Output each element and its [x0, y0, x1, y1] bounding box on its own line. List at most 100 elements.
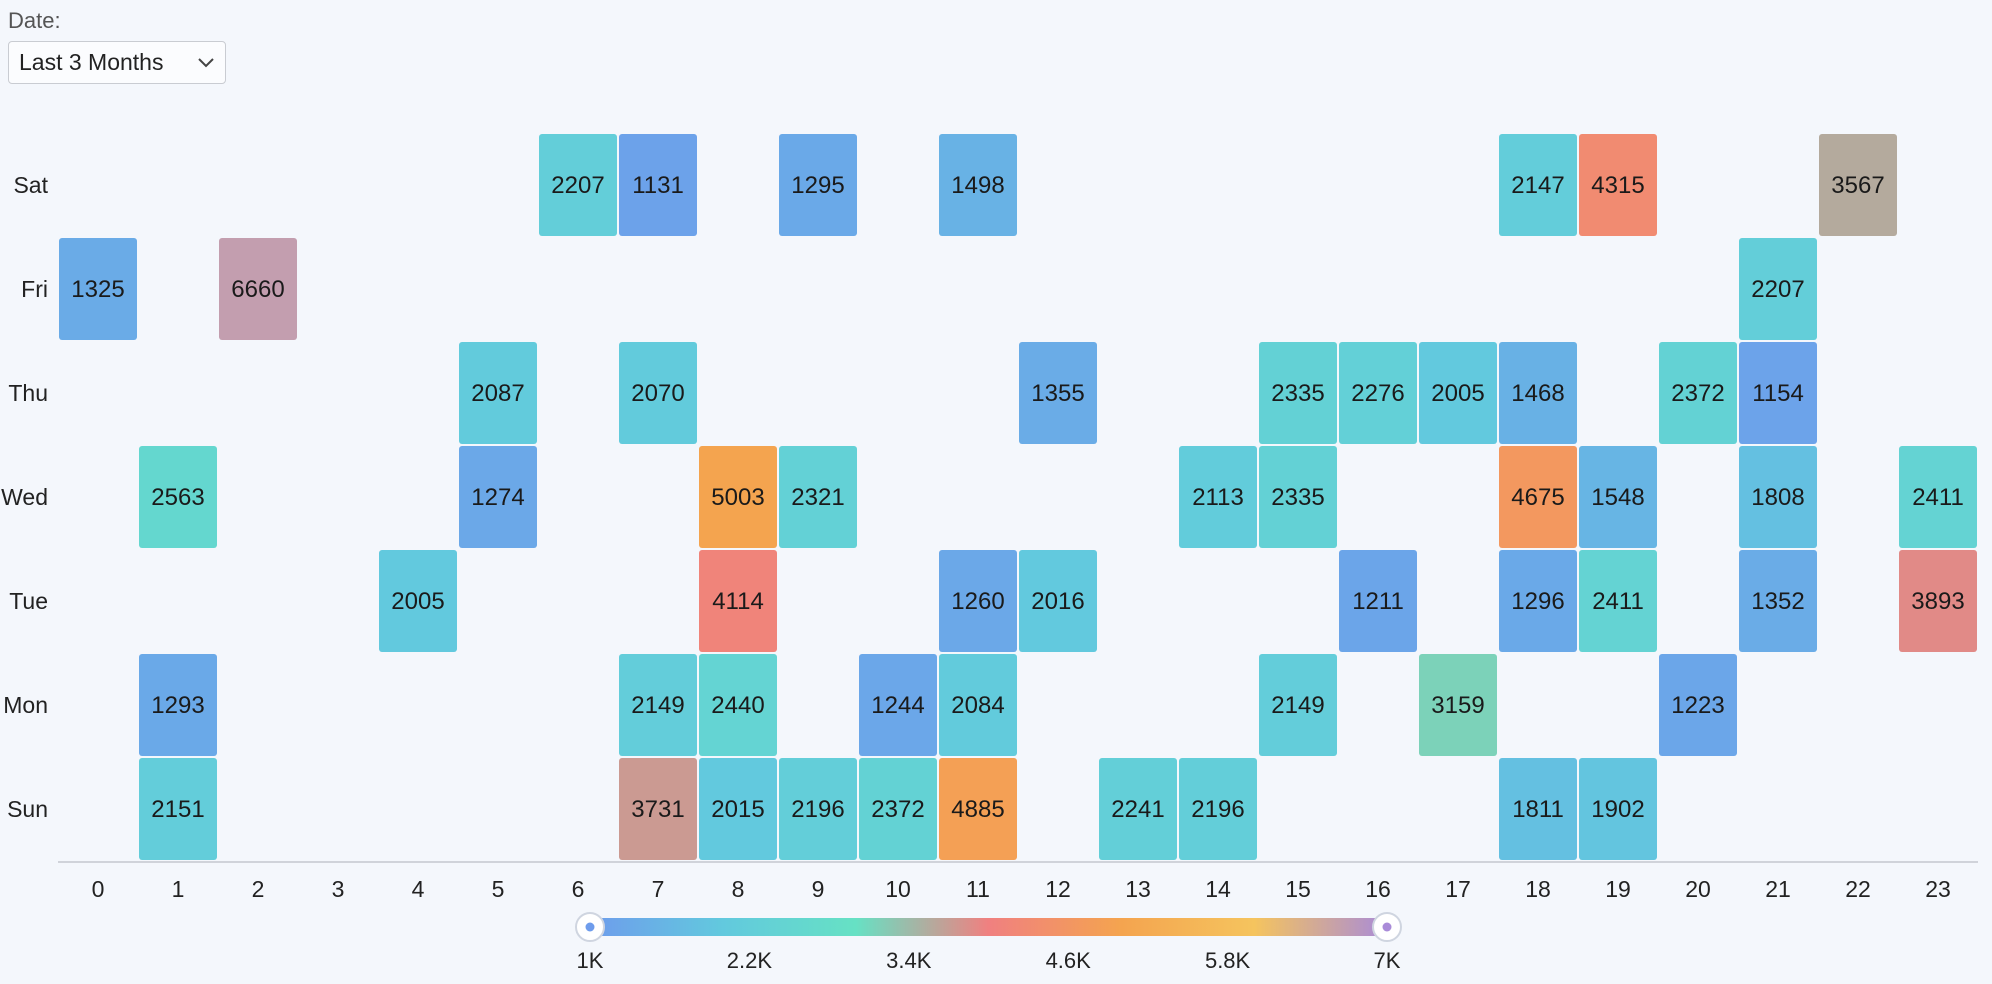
- heatmap-cell[interactable]: 1808: [1739, 446, 1817, 548]
- heatmap-cell[interactable]: 2147: [1499, 134, 1577, 236]
- heatmap-cell[interactable]: 2207: [539, 134, 617, 236]
- heatmap-cell-rect: [1739, 550, 1817, 652]
- heatmap-cell-label: 1352: [1751, 588, 1804, 615]
- heatmap-cell[interactable]: 4114: [699, 550, 777, 652]
- heatmap-cell[interactable]: 2563: [139, 446, 217, 548]
- heatmap-cell[interactable]: 2005: [379, 550, 457, 652]
- heatmap-cell[interactable]: 1223: [1659, 654, 1737, 756]
- heatmap-cell-label: 3731: [631, 796, 684, 823]
- heatmap-cell-label: 1244: [871, 692, 924, 719]
- heatmap-cell[interactable]: 2196: [1179, 758, 1257, 860]
- heatmap-cell[interactable]: 6660: [219, 238, 297, 340]
- heatmap-cell[interactable]: 2411: [1899, 446, 1977, 548]
- heatmap-cell[interactable]: 2015: [699, 758, 777, 860]
- heatmap-cell[interactable]: 3567: [1819, 134, 1897, 236]
- heatmap-cell-label: 1154: [1752, 380, 1804, 407]
- heatmap-cell-rect: [539, 134, 617, 236]
- heatmap-cell[interactable]: 2372: [859, 758, 937, 860]
- heatmap-cell[interactable]: 2207: [1739, 238, 1817, 340]
- heatmap-cell-label: 1260: [951, 588, 1004, 615]
- heatmap-cell-rect: [59, 238, 137, 340]
- x-tick-label: 2: [252, 876, 265, 902]
- heatmap-cell[interactable]: 4885: [939, 758, 1017, 860]
- heatmap-cell-rect: [1499, 134, 1577, 236]
- heatmap-cell[interactable]: 1296: [1499, 550, 1577, 652]
- heatmap-cell[interactable]: 2005: [1419, 342, 1497, 444]
- date-range-select[interactable]: Last 3 Months: [8, 41, 226, 84]
- heatmap-cell[interactable]: 2372: [1659, 342, 1737, 444]
- heatmap-cell[interactable]: 4675: [1499, 446, 1577, 548]
- x-tick-label: 7: [652, 876, 665, 902]
- heatmap-cell-rect: [619, 134, 697, 236]
- heatmap-cell[interactable]: 1295: [779, 134, 857, 236]
- heatmap-cell[interactable]: 1325: [59, 238, 137, 340]
- heatmap-cell[interactable]: 4315: [1579, 134, 1657, 236]
- heatmap-cell[interactable]: 2149: [619, 654, 697, 756]
- heatmap-cell[interactable]: 5003: [699, 446, 777, 548]
- heatmap-cell[interactable]: 2196: [779, 758, 857, 860]
- heatmap-cell[interactable]: 3159: [1419, 654, 1497, 756]
- heatmap-cell-label: 1325: [71, 276, 124, 303]
- heatmap-cell[interactable]: 2084: [939, 654, 1017, 756]
- heatmap-cell-label: 4675: [1511, 484, 1564, 511]
- heatmap-cell-rect: [1259, 654, 1337, 756]
- heatmap-cell[interactable]: 3731: [619, 758, 697, 860]
- heatmap-cell[interactable]: 1260: [939, 550, 1017, 652]
- heatmap-cells: 2207 1131 1295 1498 2147 4315 3567 1325 6660 2207…: [59, 134, 1977, 860]
- x-tick-label: 20: [1685, 876, 1711, 902]
- heatmap-cell-rect: [1499, 342, 1577, 444]
- x-tick-label: 11: [966, 876, 990, 902]
- heatmap-cell[interactable]: 2087: [459, 342, 537, 444]
- heatmap-cell-label: 2207: [1751, 276, 1804, 303]
- heatmap-cell[interactable]: 1548: [1579, 446, 1657, 548]
- heatmap-cell-rect: [1739, 446, 1817, 548]
- heatmap-cell[interactable]: 2335: [1259, 342, 1337, 444]
- heatmap-cell[interactable]: 3893: [1899, 550, 1977, 652]
- heatmap-cell[interactable]: 2321: [779, 446, 857, 548]
- range-handle-min[interactable]: [575, 912, 605, 942]
- heatmap-cell-label: 1355: [1031, 380, 1084, 407]
- heatmap-cell-label: 2335: [1271, 484, 1324, 511]
- legend-tick-label: 3.4K: [886, 948, 932, 973]
- heatmap-cell[interactable]: 1211: [1339, 550, 1417, 652]
- heatmap-cell-label: 2084: [951, 692, 1004, 719]
- heatmap-cell[interactable]: 2411: [1579, 550, 1657, 652]
- heatmap-cell-label: 3159: [1431, 692, 1484, 719]
- heatmap-cell[interactable]: 1131: [619, 134, 697, 236]
- heatmap-cell-label: 1548: [1591, 484, 1644, 511]
- heatmap-cell-label: 2440: [711, 692, 764, 719]
- heatmap-cell[interactable]: 1293: [139, 654, 217, 756]
- heatmap-cell-rect: [1179, 758, 1257, 860]
- range-handle-max[interactable]: [1372, 912, 1402, 942]
- x-tick-label: 18: [1525, 876, 1551, 902]
- heatmap-cell-rect: [1419, 342, 1497, 444]
- heatmap-cell-label: 2113: [1192, 484, 1244, 511]
- heatmap-cell[interactable]: 1274: [459, 446, 537, 548]
- heatmap-cell-rect: [1019, 342, 1097, 444]
- heatmap-cell[interactable]: 1244: [859, 654, 937, 756]
- heatmap-cell[interactable]: 2241: [1099, 758, 1177, 860]
- legend-tick-label: 5.8K: [1205, 948, 1251, 973]
- heatmap-cell[interactable]: 1468: [1499, 342, 1577, 444]
- heatmap-cell[interactable]: 1154: [1739, 342, 1817, 444]
- heatmap-cell[interactable]: 2151: [139, 758, 217, 860]
- heatmap-cell-label: 2372: [871, 796, 924, 823]
- heatmap-cell[interactable]: 1811: [1499, 758, 1577, 860]
- heatmap-cell[interactable]: 1355: [1019, 342, 1097, 444]
- heatmap-cell[interactable]: 2113: [1179, 446, 1257, 548]
- heatmap-cell-label: 1808: [1751, 484, 1804, 511]
- heatmap-cell[interactable]: 1902: [1579, 758, 1657, 860]
- heatmap-cell-label: 6660: [231, 276, 284, 303]
- heatmap-cell-label: 1902: [1591, 796, 1644, 823]
- heatmap-cell[interactable]: 2276: [1339, 342, 1417, 444]
- heatmap-cell[interactable]: 2149: [1259, 654, 1337, 756]
- heatmap-cell-label: 3567: [1831, 172, 1884, 199]
- heatmap-cell[interactable]: 2016: [1019, 550, 1097, 652]
- heatmap-cell[interactable]: 2335: [1259, 446, 1337, 548]
- heatmap-cell-label: 2149: [1271, 692, 1324, 719]
- heatmap-cell[interactable]: 2440: [699, 654, 777, 756]
- heatmap-cell-rect: [619, 758, 697, 860]
- heatmap-cell[interactable]: 1498: [939, 134, 1017, 236]
- heatmap-cell[interactable]: 1352: [1739, 550, 1817, 652]
- heatmap-cell[interactable]: 2070: [619, 342, 697, 444]
